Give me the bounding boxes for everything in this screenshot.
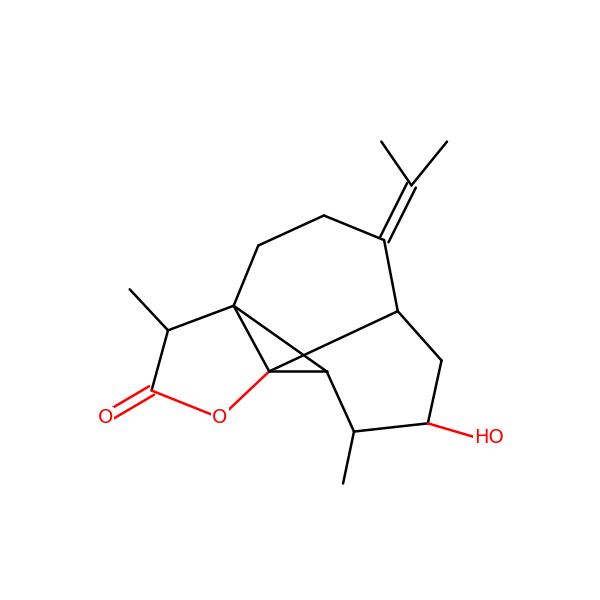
Text: HO: HO: [475, 428, 504, 446]
Text: O: O: [97, 409, 113, 427]
Text: O: O: [212, 409, 227, 427]
